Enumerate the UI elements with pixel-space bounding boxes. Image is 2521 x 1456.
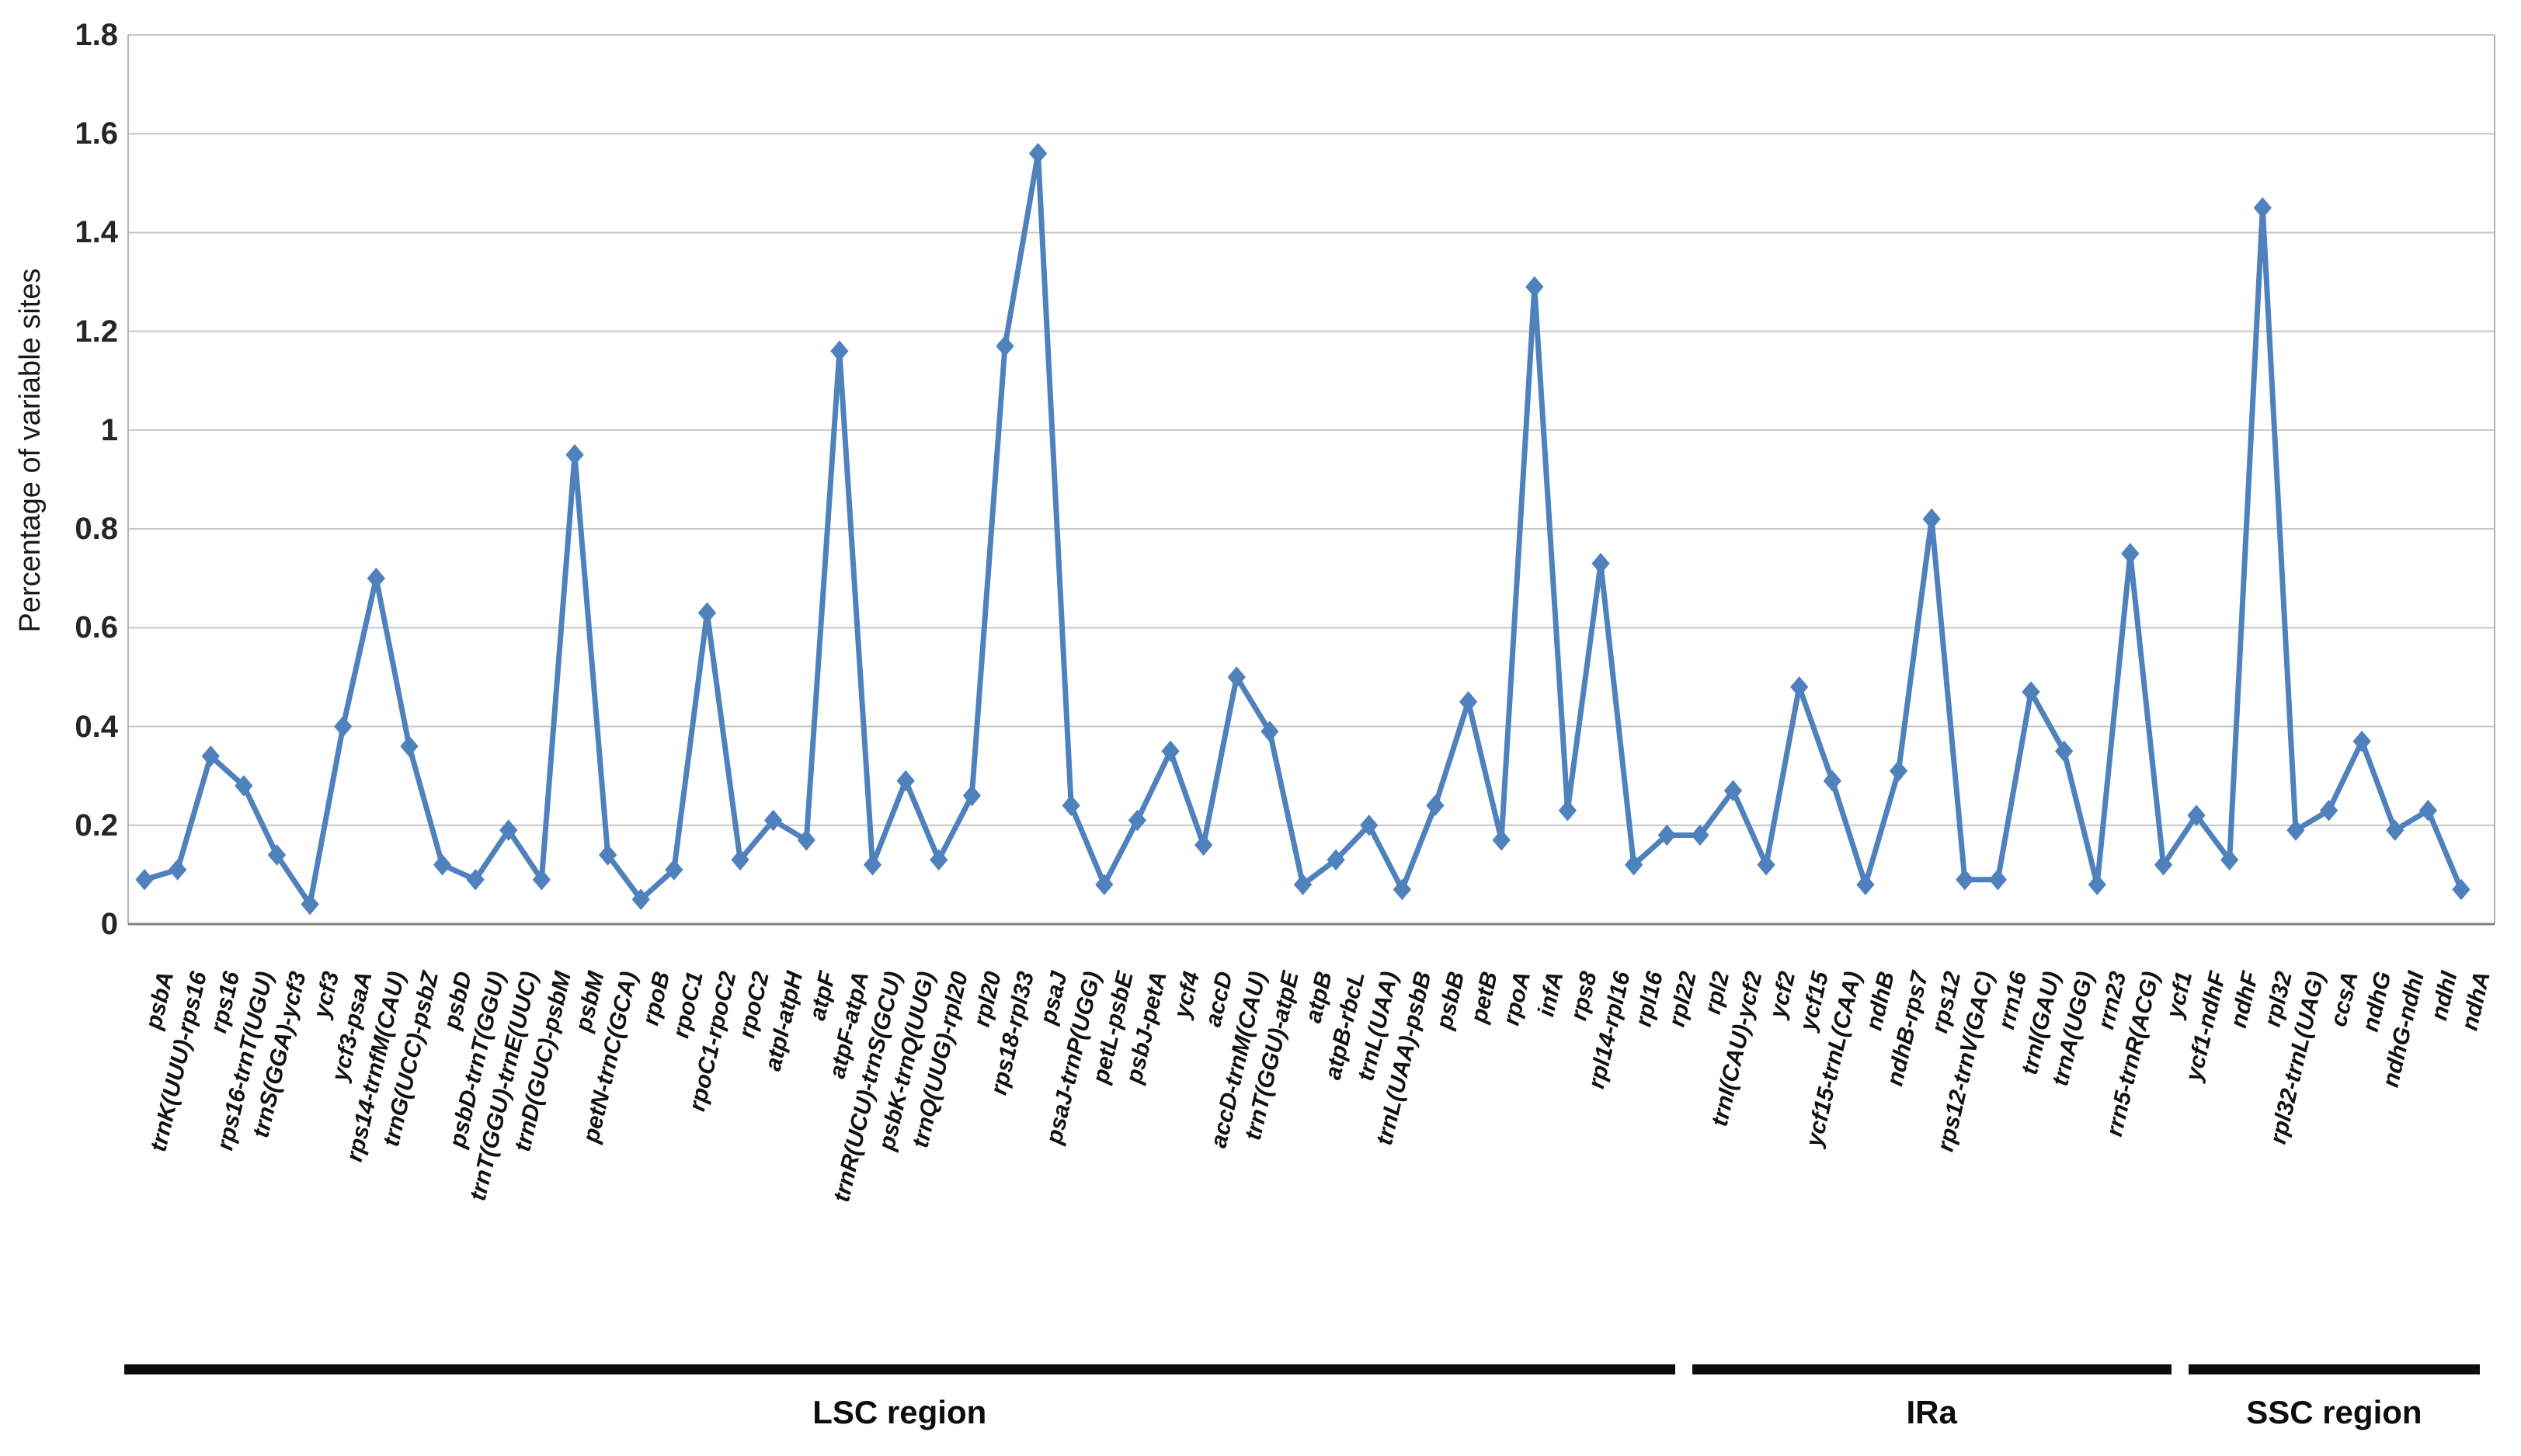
data-point-marker <box>1095 874 1114 895</box>
data-point-marker <box>1194 834 1213 856</box>
data-point-marker <box>201 745 220 767</box>
data-point-marker <box>1856 874 1875 895</box>
y-tick-label: 1.2 <box>75 314 118 349</box>
data-point-marker <box>1922 508 1941 530</box>
y-tick-label: 1.4 <box>75 215 118 250</box>
region-bar <box>124 1364 1675 1374</box>
data-point-marker <box>466 868 485 891</box>
region-bar <box>2188 1364 2480 1374</box>
data-point-marker <box>2418 799 2438 822</box>
data-point-marker <box>1327 849 1345 871</box>
data-point-marker <box>764 809 783 832</box>
data-point-marker <box>830 340 849 362</box>
data-point-marker <box>1227 666 1246 688</box>
data-point-marker <box>565 443 584 466</box>
data-point-marker <box>598 844 617 866</box>
data-point-marker <box>168 859 187 881</box>
data-point-marker <box>962 784 982 807</box>
data-point-marker <box>1591 552 1610 575</box>
data-point-marker <box>267 844 287 866</box>
data-point-marker <box>1492 829 1511 851</box>
y-tick-label: 1.6 <box>75 116 118 151</box>
region-label: SSC region <box>2246 1394 2422 1430</box>
data-point-marker <box>1757 853 1775 876</box>
data-point-marker <box>301 893 319 916</box>
data-point-marker <box>433 853 452 876</box>
data-point-marker <box>1260 721 1279 742</box>
data-point-marker <box>1028 142 1048 165</box>
data-point-marker <box>1459 690 1478 713</box>
data-point-marker <box>1723 780 1743 802</box>
data-point-marker <box>2121 543 2140 565</box>
data-point-marker <box>135 868 154 891</box>
y-tick-label: 0.4 <box>75 709 118 744</box>
data-point-marker <box>1128 809 1147 832</box>
data-point-marker <box>532 868 551 891</box>
data-point-marker <box>1889 760 1908 782</box>
data-point-marker <box>996 335 1014 357</box>
y-tick-label: 1.8 <box>75 18 118 52</box>
data-point-marker <box>930 849 948 871</box>
data-point-marker <box>334 715 353 738</box>
data-point-marker <box>697 602 717 624</box>
data-point-marker <box>2452 878 2471 901</box>
y-tick-label: 0 <box>100 907 118 941</box>
data-point-marker <box>1790 676 1809 698</box>
data-point-marker <box>2319 799 2338 822</box>
data-point-marker <box>1426 794 1445 817</box>
data-point-marker <box>2286 819 2305 841</box>
data-point-marker <box>1657 824 1676 846</box>
region-label: LSC region <box>812 1394 987 1430</box>
data-point-marker <box>1062 794 1080 817</box>
data-point-marker <box>2154 853 2173 876</box>
data-point-marker <box>1823 770 1841 792</box>
data-point-marker <box>1393 878 1411 901</box>
data-point-marker <box>2054 740 2074 763</box>
data-point-marker <box>1691 824 1709 846</box>
data-point-marker <box>1360 815 1379 836</box>
y-tick-label: 0.6 <box>75 610 118 645</box>
y-tick-label: 0.8 <box>75 512 118 547</box>
data-point-marker <box>1558 799 1577 822</box>
data-point-marker <box>863 853 882 876</box>
data-point-marker <box>2253 196 2272 219</box>
region-bar <box>1692 1364 2172 1374</box>
data-point-marker <box>1988 868 2008 891</box>
data-point-marker <box>1161 740 1180 763</box>
y-tick-label: 0.2 <box>75 808 118 843</box>
data-point-marker <box>2352 730 2371 752</box>
data-point-marker <box>2088 874 2106 895</box>
data-point-marker <box>1525 276 1544 298</box>
data-point-marker <box>631 888 650 910</box>
data-point-marker <box>2386 819 2405 841</box>
region-label: IRa <box>1906 1394 1957 1430</box>
data-point-marker <box>2220 849 2239 871</box>
data-point-marker <box>1624 853 1643 876</box>
data-point-marker <box>1293 874 1313 895</box>
data-point-marker <box>797 829 815 851</box>
data-point-marker <box>731 849 749 871</box>
data-point-marker <box>665 859 683 881</box>
data-point-marker <box>400 735 419 757</box>
data-point-marker <box>1956 868 1974 891</box>
data-point-marker <box>499 819 518 841</box>
data-point-marker <box>896 770 915 792</box>
data-point-marker <box>2022 681 2040 703</box>
data-point-marker <box>235 775 253 797</box>
data-point-marker <box>2187 804 2206 826</box>
data-point-marker <box>367 567 385 589</box>
y-tick-label: 1 <box>100 412 118 447</box>
